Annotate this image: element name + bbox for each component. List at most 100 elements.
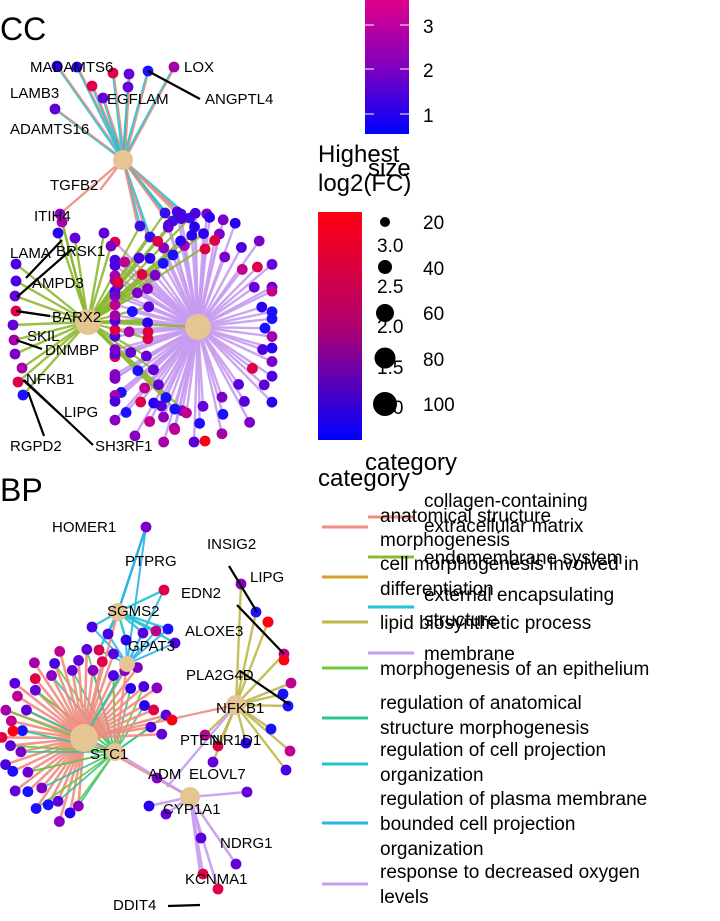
network-edge xyxy=(124,66,176,161)
gene-node xyxy=(167,249,179,261)
gene-node xyxy=(169,637,181,649)
gene-node xyxy=(17,389,29,401)
network-edge xyxy=(121,70,150,161)
size-legend: size 20 40 60 80 100 xyxy=(368,155,455,416)
gene-node xyxy=(162,623,174,635)
gene-node xyxy=(69,232,81,244)
gene-node xyxy=(96,656,108,668)
size-key-label: 100 xyxy=(423,395,455,416)
gene-label: GPAT3 xyxy=(128,638,175,655)
gene-node xyxy=(0,704,12,716)
network-edge xyxy=(197,325,273,363)
gene-node xyxy=(109,395,121,407)
gene-node xyxy=(148,704,160,716)
gene-node xyxy=(109,414,121,426)
category-key-label: response to decreased oxygen xyxy=(380,862,640,883)
gene-label: SGMS2 xyxy=(107,603,160,620)
label-leader xyxy=(23,379,94,446)
category-key-label: anatomical structure xyxy=(380,506,551,527)
size-key-label: 40 xyxy=(423,259,444,280)
gene-node xyxy=(109,254,121,266)
gene-node xyxy=(52,227,64,239)
gene-node xyxy=(7,725,19,737)
network-edge xyxy=(196,326,251,423)
gene-node xyxy=(160,392,172,403)
network-edge xyxy=(114,750,191,799)
gene-node xyxy=(15,746,27,758)
category-key-label: regulation of cell projection xyxy=(380,740,606,761)
gene-node xyxy=(151,682,163,694)
gene-label: ANGPTL4 xyxy=(205,91,273,108)
gene-node xyxy=(141,350,152,362)
gene-node xyxy=(169,424,181,435)
gene-node xyxy=(162,221,174,233)
network-edge xyxy=(57,65,126,161)
gene-node xyxy=(212,883,224,895)
gene-node xyxy=(8,334,20,346)
gene-node xyxy=(145,721,157,733)
network-edge xyxy=(197,326,273,403)
gene-node xyxy=(256,301,268,313)
category-hub-node xyxy=(119,656,135,672)
panel-title-cc: CC xyxy=(0,11,46,47)
gene-node xyxy=(284,745,296,757)
network-edge xyxy=(35,751,116,810)
gene-node xyxy=(153,379,164,391)
gene-node xyxy=(262,616,274,628)
network-edge xyxy=(234,611,258,706)
network-edge xyxy=(56,232,90,323)
gene-node xyxy=(166,714,178,726)
gene-node xyxy=(143,301,155,313)
gene-node xyxy=(56,216,68,228)
gene-node xyxy=(64,807,76,819)
network-edge xyxy=(126,642,176,665)
gene-node xyxy=(241,786,253,798)
gene-node xyxy=(266,331,278,342)
gene-node xyxy=(138,681,150,692)
network-edge xyxy=(58,651,86,739)
network-edge xyxy=(14,320,89,356)
network-edge xyxy=(197,266,259,328)
gene-node xyxy=(51,60,63,72)
gene-node xyxy=(129,430,141,442)
gene-node xyxy=(12,690,23,702)
fc-top-tick: 2 xyxy=(423,61,434,82)
gene-node xyxy=(0,759,11,771)
network-edge xyxy=(188,796,238,865)
gene-node xyxy=(53,816,65,827)
label-leader xyxy=(239,670,291,706)
gene-node xyxy=(46,670,57,681)
gene-node xyxy=(277,688,289,700)
gene-label: DNMBP xyxy=(45,342,99,359)
gene-node xyxy=(144,416,156,427)
gene-node xyxy=(266,313,278,325)
gene-label: KCNMA1 xyxy=(185,871,248,888)
gene-node xyxy=(109,290,121,302)
fc-colorbar-top xyxy=(365,0,409,134)
gene-node xyxy=(120,407,132,418)
gene-node xyxy=(107,67,119,79)
label-leader xyxy=(26,391,46,437)
network-edge xyxy=(21,321,89,369)
fc-tick: 3.0 xyxy=(377,236,403,257)
gene-node xyxy=(204,211,215,223)
gene-node xyxy=(198,228,209,240)
gene-node xyxy=(194,417,205,429)
gene-node xyxy=(195,832,207,844)
gene-node xyxy=(142,317,154,329)
network-edge xyxy=(167,226,200,328)
fc-tick: 2.0 xyxy=(377,317,403,338)
gene-node xyxy=(158,411,169,423)
gene-label: RGPD2 xyxy=(10,438,62,455)
category-key-label: cell morphogenesis involved in xyxy=(380,554,639,575)
panel-title-bp: BP xyxy=(0,472,43,508)
gene-label: ADM xyxy=(148,766,181,783)
fc-legend-title: Highest xyxy=(318,141,400,168)
network-edge xyxy=(197,290,273,329)
gene-node xyxy=(86,621,98,633)
gene-node xyxy=(132,365,144,377)
gene-node xyxy=(73,655,84,666)
network-edge xyxy=(117,610,176,645)
gene-node xyxy=(266,342,278,354)
gene-label: LIPG xyxy=(64,404,98,421)
